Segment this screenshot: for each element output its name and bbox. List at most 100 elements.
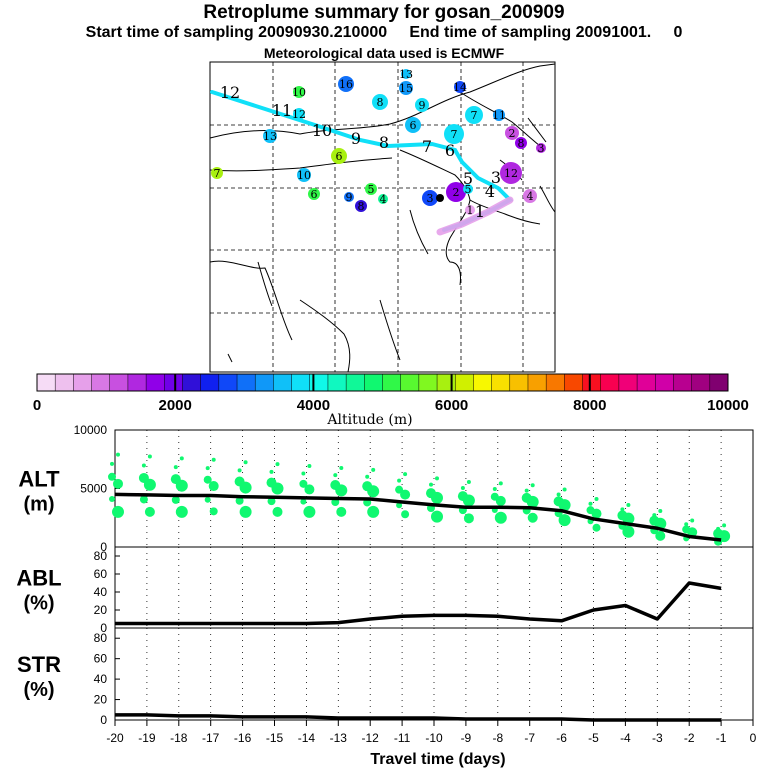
trajectory-point — [465, 106, 483, 124]
colorbar-swatch — [473, 374, 493, 391]
altitude-scatter-point — [335, 484, 348, 497]
panel-label: STR — [17, 652, 61, 677]
colorbar-swatch — [200, 374, 220, 391]
x-tick-label: -16 — [234, 731, 252, 745]
altitude-scatter-point — [205, 466, 210, 471]
colorbar-swatch — [164, 374, 183, 391]
trajectory-point-label: 13 — [399, 68, 413, 81]
altitude-scatter-point — [243, 460, 248, 465]
altitude-scatter-point — [466, 480, 471, 485]
altitude-scatter-point — [108, 472, 116, 481]
colorbar-swatch — [709, 374, 729, 391]
coastline — [459, 91, 546, 151]
time-series-panels: 0500010000ALT(m)020406080ABL(%)020406080… — [16, 423, 756, 768]
altitude-scatter-point — [652, 513, 657, 518]
trajectory-point — [515, 137, 527, 149]
y-tick-label: 0 — [100, 540, 107, 554]
colorbar-axis-label: Altitude (m) — [326, 412, 412, 428]
altitude-scatter-point — [367, 505, 380, 518]
trajectory-point-label: 7 — [451, 128, 458, 141]
altitude-scatter-point — [239, 505, 252, 518]
trajectory-point-label: 6 — [410, 119, 417, 132]
trajectory-point — [308, 188, 320, 200]
series-line-str — [115, 713, 722, 722]
altitude-scatter-point — [371, 467, 376, 472]
altitude-scatter-point — [690, 518, 695, 523]
colorbar-swatch — [455, 374, 474, 391]
colorbar-swatch — [618, 374, 638, 391]
trajectory-point — [463, 184, 473, 194]
altitude-scatter-point — [431, 510, 443, 523]
x-tick-label: -3 — [652, 731, 663, 745]
colorbar-swatch — [237, 374, 256, 391]
coastline — [399, 149, 471, 286]
colorbar-swatch — [346, 374, 365, 391]
altitude-scatter-point — [591, 508, 602, 519]
trajectory-point — [536, 143, 546, 153]
colorbar-swatch — [127, 374, 147, 391]
trajectory-point-label: 4 — [380, 193, 387, 206]
meteo-info: Meteorological data used is ECMWF — [263, 45, 505, 61]
colorbar-swatch — [637, 374, 656, 391]
trajectory-point-label: 10 — [297, 169, 311, 182]
x-tick-label: -4 — [620, 731, 631, 745]
colorbar: 0 2000 4000 6000 8000 10000 Altitude (m) — [33, 373, 749, 428]
map-panel: 1211109876543211613151410891213767116710… — [209, 61, 556, 373]
altitude-scatter-point — [429, 482, 433, 487]
coastline — [539, 185, 556, 213]
series-line-abl — [115, 581, 722, 626]
trajectory-point-label: 6 — [336, 150, 343, 163]
trajectory-point — [355, 200, 367, 212]
altitude-scatter-point — [267, 497, 276, 506]
x-tick-label: -1 — [716, 731, 727, 745]
trajectory-point-label: 3 — [427, 192, 434, 205]
altitude-scatter-point — [179, 456, 184, 461]
trajectory-day-label: 12 — [220, 83, 240, 102]
colorbar-swatch — [273, 374, 293, 391]
colorbar-swatch — [364, 374, 383, 391]
colorbar-swatch — [146, 374, 165, 391]
trajectory-point-label: 4 — [527, 190, 534, 203]
altitude-scatter-point — [588, 501, 593, 506]
coastline — [257, 261, 273, 307]
altitude-scatter-point — [365, 474, 370, 479]
altitude-scatter-point — [626, 503, 631, 508]
trajectory-point-label: 10 — [292, 86, 306, 99]
altitude-scatter-point — [203, 475, 212, 484]
panel-label-unit: (m) — [23, 494, 54, 516]
colorbar-tick-label: 0 — [33, 397, 41, 414]
altitude-scatter-point — [173, 465, 178, 470]
altitude-scatter-point — [722, 523, 727, 528]
altitude-scatter-point — [463, 513, 474, 524]
altitude-scatter-point — [113, 478, 123, 489]
altitude-scatter-point — [435, 476, 439, 481]
altitude-scatter-point — [562, 487, 567, 492]
trajectory-point — [365, 183, 377, 195]
colorbar-swatch — [600, 374, 620, 391]
colorbar-tick-label: 4000 — [297, 397, 330, 414]
y-tick-label: 20 — [94, 693, 108, 707]
altitude-scatter-point — [112, 505, 124, 518]
x-tick-label: -11 — [394, 731, 411, 745]
altitude-scatter-point — [300, 498, 307, 505]
colorbar-swatch — [382, 374, 402, 391]
colorbar-swatch — [400, 374, 420, 391]
x-tick-label: 0 — [750, 731, 757, 745]
colorbar-swatch — [109, 374, 129, 391]
altitude-scatter-point — [400, 489, 411, 500]
altitude-scatter-point — [403, 472, 408, 477]
coastline — [227, 353, 233, 363]
coastline — [527, 117, 547, 143]
trajectory-point-label: 3 — [538, 142, 545, 155]
altitude-scatter-point — [556, 492, 561, 497]
altitude-scatter-point — [269, 469, 274, 474]
trajectory-point-label: 8 — [358, 200, 365, 213]
panel-label: ALT — [18, 467, 60, 492]
altitude-scatter-point — [211, 457, 216, 462]
trajectory-point — [454, 81, 466, 93]
panel-label-unit: (%) — [23, 679, 54, 701]
x-tick-label: -6 — [556, 731, 567, 745]
altitude-scatter-point — [498, 481, 503, 486]
coastline — [299, 299, 351, 373]
x-tick-label: -17 — [202, 731, 220, 745]
